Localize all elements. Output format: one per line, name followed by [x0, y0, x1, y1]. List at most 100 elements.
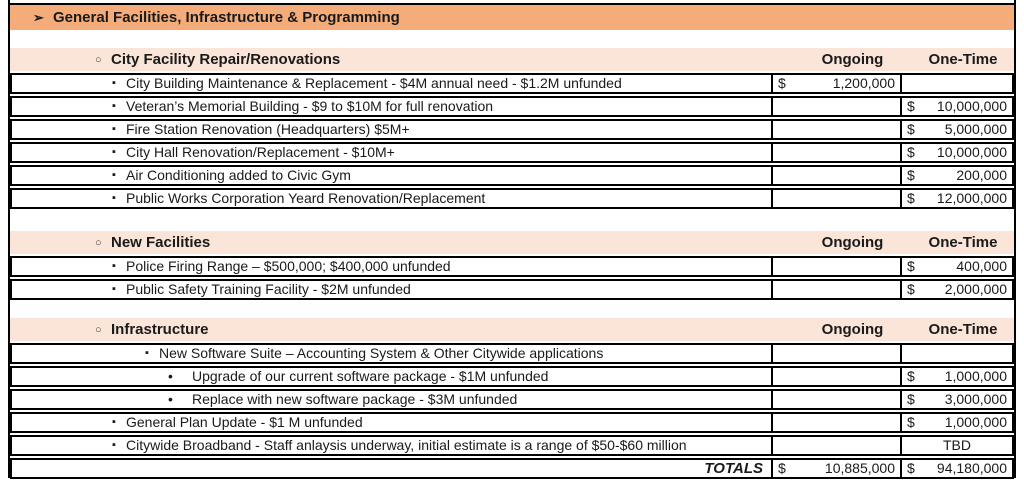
description-cell: ▪ Veteran’s Memorial Building - $9 to $1…: [12, 98, 771, 115]
row-label: Fire Station Renovation (Headquarters) $…: [126, 121, 410, 137]
ongoing-cell: $ 1,200,000: [771, 75, 900, 92]
row-label: Upgrade of our current software package …: [192, 368, 549, 384]
table-row: ▪ Veteran’s Memorial Building - $9 to $1…: [10, 96, 1014, 117]
currency-symbol: $: [907, 167, 915, 183]
row-label: Public Safety Training Facility - $2M un…: [126, 281, 411, 297]
square-bullet-icon: ▪: [112, 416, 116, 428]
one-time-cell: $ 1,000,000: [900, 368, 1012, 385]
table-row: ▪ City Building Maintenance & Replacemen…: [10, 73, 1014, 94]
ongoing-cell: [771, 345, 900, 362]
square-bullet-icon: ▪: [112, 169, 116, 181]
currency-symbol: $: [907, 144, 915, 160]
one-time-value: 10,000,000: [936, 144, 1007, 160]
table-row: • Replace with new software package - $3…: [10, 389, 1014, 410]
totals-label-cell: TOTALS: [12, 460, 771, 477]
row-label: General Plan Update - $1 M unfunded: [126, 414, 363, 430]
totals-ongoing-cell: $ 10,885,000: [771, 460, 900, 477]
description-cell: ▪ City Hall Renovation/Replacement - $10…: [12, 144, 771, 161]
ongoing-cell: [771, 144, 900, 161]
table-row: ▪ Air Conditioning added to Civic Gym $ …: [10, 165, 1014, 186]
currency-symbol: $: [907, 258, 915, 274]
section-header-new-facilities: ○ New Facilities Ongoing One-Time: [10, 231, 1014, 254]
one-time-value: 1,000,000: [944, 368, 1007, 384]
row-label: City Hall Renovation/Replacement - $10M+: [126, 144, 395, 160]
column-header-one-time: One-Time: [928, 51, 998, 68]
ongoing-cell: [771, 391, 900, 408]
column-header-one-time: One-Time: [928, 321, 998, 338]
description-cell: ▪ Police Firing Range – $500,000; $400,0…: [12, 258, 771, 275]
square-bullet-icon: ▪: [112, 123, 116, 135]
column-header-ongoing: Ongoing: [821, 51, 884, 68]
table-row: ▪ Citywide Broadband - Staff anlaysis un…: [10, 435, 1014, 456]
circle-bullet-icon: ○: [95, 323, 102, 336]
ongoing-cell: [771, 190, 900, 207]
ongoing-cell: [771, 258, 900, 275]
column-header-ongoing: Ongoing: [821, 321, 884, 338]
one-time-value: TBD: [943, 437, 971, 453]
row-label: Air Conditioning added to Civic Gym: [126, 167, 351, 183]
description-cell: ▪ New Software Suite – Accounting System…: [12, 345, 771, 362]
one-time-cell: $ 200,000: [900, 167, 1012, 184]
one-time-value: 200,000: [956, 167, 1007, 183]
totals-one-time-value: 94,180,000: [936, 460, 1007, 476]
currency-symbol: $: [907, 190, 915, 206]
ongoing-cell: [771, 98, 900, 115]
row-label: Public Works Corporation Yeard Renovatio…: [126, 190, 486, 206]
arrow-bullet-icon: ➢: [33, 9, 44, 25]
description-cell: • Upgrade of our current software packag…: [12, 368, 771, 385]
table-row: ▪ Fire Station Renovation (Headquarters)…: [10, 119, 1014, 140]
square-bullet-icon: ▪: [112, 283, 116, 295]
description-cell: ▪ Public Safety Training Facility - $2M …: [12, 281, 771, 298]
dot-bullet-icon: •: [168, 391, 173, 407]
section-header-city-facility: ○ City Facility Repair/Renovations Ongoi…: [10, 48, 1014, 71]
one-time-value: 3,000,000: [944, 391, 1007, 407]
budget-table: ➢ General Facilities, Infrastructure & P…: [8, 0, 1016, 479]
ongoing-cell: [771, 167, 900, 184]
totals-label: TOTALS: [704, 460, 763, 477]
one-time-cell: TBD: [900, 437, 1012, 454]
square-bullet-icon: ▪: [112, 260, 116, 272]
one-time-value: 400,000: [956, 258, 1007, 274]
ongoing-cell: [771, 414, 900, 431]
circle-bullet-icon: ○: [95, 236, 102, 249]
one-time-cell: $ 12,000,000: [900, 190, 1012, 207]
square-bullet-icon: ▪: [112, 100, 116, 112]
row-label: City Building Maintenance & Replacement …: [126, 75, 622, 91]
totals-ongoing-value: 10,885,000: [824, 460, 895, 476]
table-row: ▪ Public Safety Training Facility - $2M …: [10, 279, 1014, 300]
square-bullet-icon: ▪: [112, 77, 116, 89]
one-time-cell: $ 5,000,000: [900, 121, 1012, 138]
ongoing-cell: [771, 281, 900, 298]
ongoing-cell: [771, 121, 900, 138]
description-cell: ▪ Citywide Broadband - Staff anlaysis un…: [12, 437, 771, 454]
table-row: ▪ Public Works Corporation Yeard Renovat…: [10, 188, 1014, 209]
one-time-value: 10,000,000: [936, 98, 1007, 114]
totals-row: TOTALS $ 10,885,000 $ 94,180,000: [10, 458, 1014, 479]
row-label: Citywide Broadband - Staff anlaysis unde…: [126, 437, 687, 453]
one-time-cell: $ 3,000,000: [900, 391, 1012, 408]
one-time-value: 5,000,000: [944, 121, 1007, 137]
description-cell: • Replace with new software package - $3…: [12, 391, 771, 408]
currency-symbol: $: [778, 460, 786, 476]
table-row: ▪ General Plan Update - $1 M unfunded $ …: [10, 412, 1014, 433]
one-time-cell: $ 1,000,000: [900, 414, 1012, 431]
table-row: ▪ New Software Suite – Accounting System…: [10, 343, 1014, 364]
currency-symbol: $: [907, 460, 915, 476]
one-time-value: 12,000,000: [936, 190, 1007, 206]
currency-symbol: $: [907, 121, 915, 137]
currency-symbol: $: [907, 414, 915, 430]
table-row: ▪ Police Firing Range – $500,000; $400,0…: [10, 256, 1014, 277]
one-time-cell: $ 10,000,000: [900, 144, 1012, 161]
ongoing-cell: [771, 368, 900, 385]
section-title: Infrastructure: [111, 321, 209, 338]
title-band: ➢ General Facilities, Infrastructure & P…: [10, 3, 1014, 30]
currency-symbol: $: [907, 281, 915, 297]
table-row: ▪ City Hall Renovation/Replacement - $10…: [10, 142, 1014, 163]
description-cell: ▪ Air Conditioning added to Civic Gym: [12, 167, 771, 184]
one-time-cell: $ 2,000,000: [900, 281, 1012, 298]
currency-symbol: $: [907, 368, 915, 384]
column-header-one-time: One-Time: [928, 234, 998, 251]
row-label: Police Firing Range – $500,000; $400,000…: [126, 258, 451, 274]
section-header-infrastructure: ○ Infrastructure Ongoing One-Time: [10, 318, 1014, 341]
description-cell: ▪ Fire Station Renovation (Headquarters)…: [12, 121, 771, 138]
